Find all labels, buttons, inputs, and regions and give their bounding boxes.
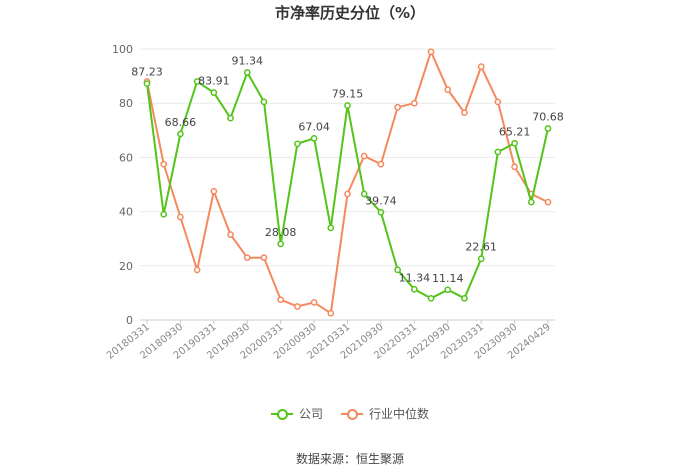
series-1-point — [193, 266, 201, 274]
series-0-point — [377, 208, 385, 216]
y-tick-label: 100 — [112, 43, 133, 56]
series-0-point — [544, 125, 552, 132]
data-source: 数据来源：恒生聚源 — [295, 452, 404, 466]
data-label: 67.04 — [298, 120, 330, 133]
legend-swatch-company-icon — [270, 408, 293, 420]
series-1-point — [160, 160, 168, 168]
series-0-point — [243, 69, 251, 76]
series-0-point — [527, 198, 535, 206]
data-label: 11.14 — [432, 272, 464, 285]
series-1-point — [410, 99, 418, 107]
data-label: 11.34 — [399, 271, 431, 284]
series-0-point — [227, 114, 234, 122]
series-1-point — [360, 152, 368, 160]
series-0-point — [410, 285, 418, 293]
series-1-point — [377, 160, 385, 168]
y-tick-label: 60 — [119, 151, 133, 164]
series-0-point — [294, 140, 301, 148]
series-0-point — [160, 210, 168, 218]
legend-label-industry-median: 行业中位数 — [369, 407, 430, 421]
line-chart: 0204060801002018033120180930201903312019… — [105, 43, 564, 362]
series-0-point — [427, 294, 435, 302]
series-1-point — [177, 213, 184, 221]
series-0-point — [344, 102, 351, 109]
series-1-point — [260, 254, 268, 262]
series-0-point — [260, 98, 268, 106]
series-1-point — [277, 296, 285, 304]
series-0-point — [277, 240, 285, 248]
data-label: 87.23 — [131, 66, 163, 79]
data-label: 65.21 — [499, 125, 531, 138]
legend-item-company[interactable]: 公司 — [270, 405, 323, 422]
series-0-point — [494, 148, 502, 156]
data-label: 22.61 — [465, 241, 497, 254]
series-1-point — [427, 48, 435, 56]
legend: 公司 行业中位数 — [0, 405, 700, 422]
legend-item-industry-median[interactable]: 行业中位数 — [341, 405, 429, 422]
series-0-point — [177, 130, 184, 138]
series-0-point — [477, 255, 485, 263]
series-1-point — [494, 98, 502, 106]
series-0-point — [360, 190, 368, 198]
legend-label-company: 公司 — [298, 407, 323, 421]
series-0-point — [210, 89, 218, 96]
series-1-point — [344, 190, 351, 198]
series-1-point — [511, 163, 518, 171]
series-1-point — [394, 103, 401, 111]
series-0-point — [327, 224, 335, 232]
series-1-point — [544, 198, 552, 206]
series-layer — [143, 48, 552, 317]
data-label: 91.34 — [232, 54, 264, 67]
series-0-point — [193, 78, 201, 85]
chart-title: 市净率历史分位（%） — [274, 4, 426, 22]
series-0-point — [444, 286, 452, 294]
y-tick-label: 0 — [126, 314, 133, 327]
series-0-point — [394, 266, 401, 274]
series-1-point — [210, 187, 218, 195]
series-0-point — [511, 139, 518, 147]
y-tick-label: 80 — [119, 97, 133, 110]
data-label: 68.66 — [165, 116, 197, 129]
data-label: 83.91 — [198, 75, 230, 88]
series-1-point — [243, 254, 251, 262]
y-tick-label: 20 — [119, 260, 133, 273]
data-label: 70.68 — [532, 110, 564, 123]
series-1-point — [310, 299, 318, 306]
series-0-point — [310, 134, 318, 142]
data-label: 28.08 — [265, 226, 297, 239]
series-1-point — [227, 231, 234, 238]
data-label: 79.15 — [332, 88, 364, 101]
data-label: 39.74 — [365, 194, 397, 207]
legend-swatch-industry-icon — [341, 408, 363, 420]
series-1-point — [461, 109, 468, 117]
series-1-point — [327, 309, 335, 317]
series-1-point — [477, 63, 485, 70]
series-0-point — [143, 80, 151, 87]
y-tick-label: 40 — [119, 206, 133, 219]
series-0-point — [461, 294, 468, 302]
series-1-point — [294, 303, 301, 310]
series-1-point — [444, 86, 452, 94]
